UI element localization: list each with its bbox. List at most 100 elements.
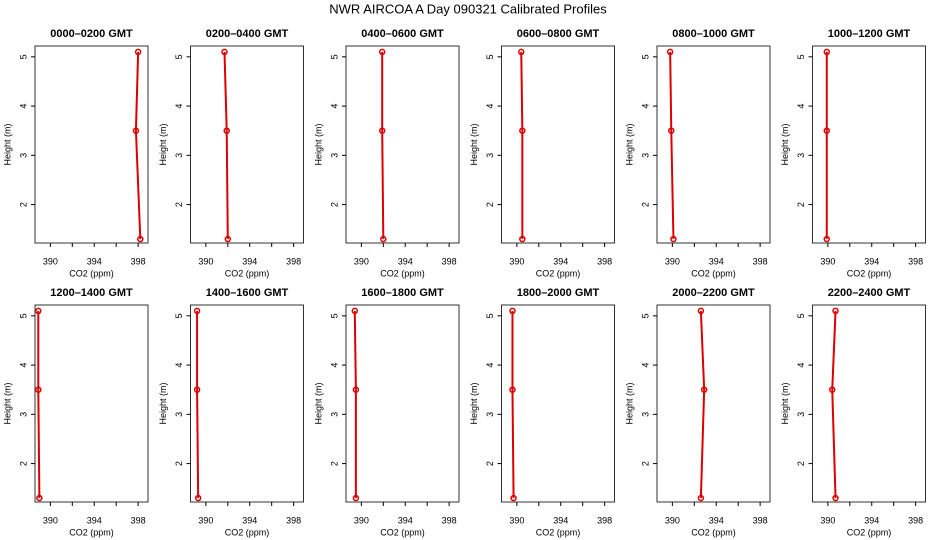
y-tick-label: 2 [640,461,650,466]
x-tick-label: 390 [820,515,835,525]
y-axis-label: Height (m) [624,123,634,165]
x-tick-label: 398 [908,256,923,266]
x-tick-label: 390 [665,515,680,525]
y-tick-label: 3 [18,412,28,417]
y-tick-label: 4 [485,104,495,109]
x-axis-label: CO2 (ppm) [847,268,892,278]
data-point [823,48,831,56]
x-axis-label: CO2 (ppm) [691,268,736,278]
x-axis-label: CO2 (ppm) [380,268,425,278]
x-tick-label: 398 [131,256,146,266]
data-point [193,386,201,393]
data-point [700,386,708,393]
panel-title: 2200–2400 GMT [828,287,911,299]
y-tick-label: 5 [329,54,339,59]
y-axis-label: Height (m) [158,123,168,165]
profile-line [353,310,357,499]
profile-line [223,51,229,240]
x-axis-label: CO2 (ppm) [536,527,581,537]
data-point [697,494,705,502]
x-tick-label: 390 [665,256,680,266]
y-tick-label: 2 [796,202,806,207]
data-point [223,127,230,134]
y-tick-label: 3 [329,153,339,158]
y-tick-label: 5 [485,313,495,318]
x-tick-label: 394 [87,256,102,266]
x-axis-label: CO2 (ppm) [691,527,736,537]
panel-title: 1000–1200 GMT [828,28,911,40]
panel-title: 1800–2000 GMT [517,287,600,299]
x-tick-label: 390 [198,256,213,266]
x-tick-label: 394 [242,515,257,525]
panel-title: 1200–1400 GMT [50,287,133,299]
y-axis-label: Height (m) [2,382,12,424]
y-tick-label: 2 [18,202,28,207]
y-axis-label: Height (m) [313,382,323,424]
plot-frame [345,45,460,244]
plot-frame [812,45,926,244]
panel-title: 0800–1000 GMT [672,28,755,40]
y-axis-label: Height (m) [780,382,790,424]
y-tick-label: 5 [18,313,28,318]
x-tick-label: 394 [709,515,724,525]
data-point [193,307,201,315]
profile-line [699,310,706,499]
data-point [352,494,360,502]
data-point [668,127,675,134]
data-point [137,235,144,243]
x-tick-label: 390 [820,256,835,266]
x-tick-label: 394 [87,515,102,525]
y-tick-label: 5 [174,313,184,318]
y-tick-label: 3 [485,153,495,158]
y-tick-label: 5 [174,54,184,59]
x-tick-label: 394 [398,256,413,266]
profile-line [196,310,200,499]
plot-frame [656,304,771,503]
data-point [823,235,831,243]
data-point [670,235,677,243]
y-tick-label: 5 [796,54,806,59]
y-axis-label: Height (m) [313,123,323,165]
x-axis-label: CO2 (ppm) [225,268,270,278]
profile-line [37,310,41,499]
x-tick-label: 398 [131,515,146,525]
y-axis-label: Height (m) [780,123,790,165]
x-tick-label: 390 [43,256,58,266]
plot-frame [501,45,615,244]
panel-title: 0000–0200 GMT [50,28,133,40]
data-point [666,48,674,56]
data-point [832,307,839,315]
x-axis-label: CO2 (ppm) [847,527,892,537]
data-point [378,48,386,56]
y-tick-label: 4 [174,363,184,368]
data-point [221,48,228,56]
panel-title: 0400–0600 GMT [361,28,444,40]
data-point [134,48,142,56]
x-tick-label: 394 [398,515,413,525]
y-tick-label: 4 [18,363,28,368]
plot-frame [501,304,615,503]
y-tick-label: 4 [640,104,650,109]
x-axis-label: CO2 (ppm) [380,527,425,537]
y-tick-label: 3 [796,153,806,158]
y-tick-label: 2 [174,202,184,207]
x-tick-label: 394 [553,515,568,525]
data-point [35,307,42,315]
y-tick-label: 5 [485,54,495,59]
y-tick-label: 4 [796,363,806,368]
y-tick-label: 5 [640,54,650,59]
y-axis-label: Height (m) [469,123,479,165]
y-tick-label: 3 [485,412,495,417]
profile-line [511,310,515,499]
x-tick-label: 398 [442,515,457,525]
y-tick-label: 5 [640,313,650,318]
data-point [510,494,517,502]
y-axis-label: Height (m) [158,382,168,424]
y-tick-label: 3 [796,412,806,417]
data-point [352,386,360,393]
y-tick-label: 3 [174,412,184,417]
y-tick-label: 2 [485,461,495,466]
plot-frame [190,304,304,503]
panel-title: 1600–1800 GMT [361,287,444,299]
x-tick-label: 394 [709,256,724,266]
